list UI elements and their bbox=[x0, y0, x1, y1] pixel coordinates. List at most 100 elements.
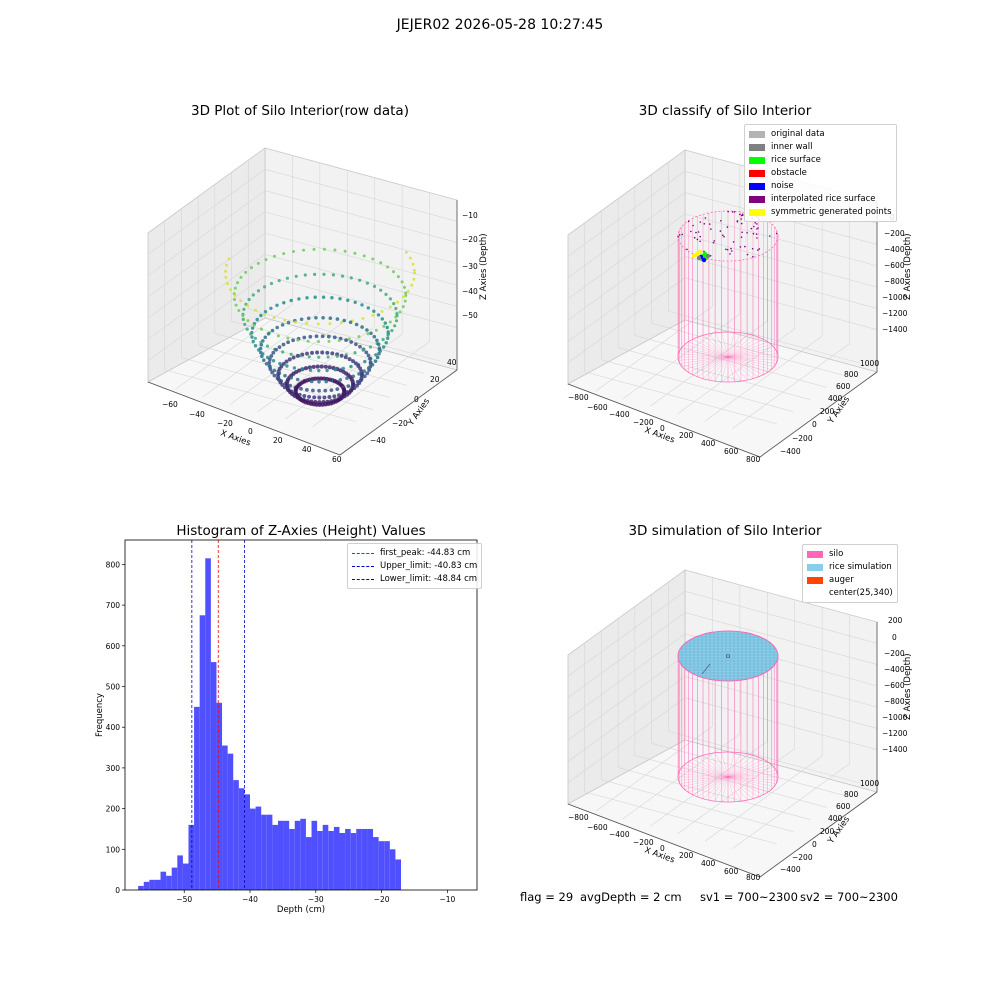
p2-ztick: −200 bbox=[884, 229, 905, 238]
raw-point bbox=[283, 374, 287, 378]
raw-point bbox=[338, 339, 341, 342]
p1-xtick: 0 bbox=[248, 427, 253, 436]
raw-point bbox=[264, 258, 267, 261]
p2-ytick: 0 bbox=[812, 420, 817, 429]
histogram-bar bbox=[300, 819, 306, 890]
raw-point bbox=[379, 261, 382, 264]
raw-point bbox=[260, 343, 264, 347]
p4-xtick: −600 bbox=[587, 823, 608, 832]
legend-swatch bbox=[749, 144, 765, 151]
p4-ztick: −1200 bbox=[882, 729, 908, 738]
raw-point bbox=[302, 249, 305, 252]
raw-point bbox=[286, 277, 289, 280]
interpolated-point bbox=[776, 233, 778, 235]
p2-xtick: 600 bbox=[724, 447, 739, 456]
histogram-bar bbox=[339, 833, 345, 890]
raw-point bbox=[358, 345, 362, 349]
raw-point bbox=[327, 340, 330, 343]
avg-depth-text: avgDepth = 2 cm bbox=[580, 890, 682, 904]
raw-point bbox=[307, 317, 311, 321]
p1-xtick: 60 bbox=[332, 455, 342, 464]
raw-point bbox=[277, 334, 280, 337]
interpolated-point bbox=[699, 241, 701, 243]
legend-item: center(25,340) bbox=[807, 587, 893, 600]
p1-ztick: −30 bbox=[462, 262, 478, 271]
raw-point bbox=[228, 257, 231, 260]
raw-point bbox=[249, 332, 252, 335]
raw-point bbox=[344, 338, 348, 342]
raw-point bbox=[369, 332, 373, 336]
raw-point bbox=[341, 274, 344, 277]
raw-point bbox=[254, 337, 257, 340]
interpolated-point bbox=[677, 236, 679, 238]
raw-point bbox=[412, 263, 415, 266]
classified-point bbox=[698, 250, 702, 254]
raw-point bbox=[304, 273, 307, 276]
legend-label: symmetric generated points bbox=[771, 206, 892, 219]
interpolated-point bbox=[690, 231, 692, 233]
histogram-bar bbox=[351, 833, 357, 890]
p1-ytick: 0 bbox=[414, 395, 419, 404]
p2-ztick: −1200 bbox=[882, 309, 908, 318]
raw-point bbox=[373, 285, 376, 288]
raw-point bbox=[323, 389, 327, 393]
interpolated-point bbox=[769, 235, 771, 237]
raw-point bbox=[273, 255, 276, 258]
interpolated-point bbox=[746, 232, 748, 234]
raw-point bbox=[271, 351, 275, 355]
legend-item: Upper_limit: -40.83 cm bbox=[352, 560, 477, 573]
raw-point bbox=[322, 273, 325, 276]
raw-point bbox=[281, 323, 285, 327]
p2-xtick: −800 bbox=[568, 393, 589, 402]
raw-point bbox=[332, 273, 335, 276]
raw-point bbox=[229, 288, 232, 291]
raw-point bbox=[350, 276, 353, 279]
p1-xtick: −20 bbox=[217, 419, 233, 428]
raw-point bbox=[384, 321, 387, 324]
interpolated-point bbox=[739, 214, 741, 216]
raw-point bbox=[397, 275, 400, 278]
p1-xtick: 40 bbox=[302, 445, 312, 454]
raw-point bbox=[327, 395, 331, 399]
legend-swatch bbox=[749, 131, 765, 138]
interpolated-point bbox=[723, 236, 725, 238]
interpolated-point bbox=[757, 227, 759, 229]
raw-point bbox=[251, 326, 254, 329]
raw-point bbox=[407, 290, 410, 293]
raw-point bbox=[405, 251, 408, 254]
raw-point bbox=[254, 344, 257, 347]
raw-point bbox=[234, 287, 237, 290]
raw-point bbox=[355, 323, 359, 327]
classified-point bbox=[697, 256, 701, 260]
raw-point bbox=[268, 357, 272, 361]
legend-item: Lower_limit: -48.84 cm bbox=[352, 573, 477, 586]
p4-xtick: −200 bbox=[633, 838, 654, 847]
raw-point bbox=[317, 396, 321, 400]
p1-ytick: 40 bbox=[447, 358, 457, 367]
hist-xlabel: Depth (cm) bbox=[277, 905, 325, 915]
raw-point bbox=[239, 299, 242, 302]
raw-point bbox=[312, 248, 315, 251]
interpolated-point bbox=[741, 223, 743, 225]
raw-point bbox=[263, 285, 266, 288]
rice-surface bbox=[678, 631, 778, 681]
raw-point bbox=[354, 301, 357, 304]
raw-point bbox=[312, 395, 316, 399]
interpolated-point bbox=[727, 211, 729, 213]
histogram-bar bbox=[395, 859, 401, 890]
classified-point bbox=[702, 258, 706, 262]
raw-point bbox=[360, 303, 363, 306]
legend-item: auger bbox=[807, 574, 893, 587]
raw-point bbox=[358, 279, 361, 282]
raw-point bbox=[390, 329, 393, 332]
legend-label: Lower_limit: -48.84 cm bbox=[380, 573, 477, 586]
raw-point bbox=[321, 316, 325, 320]
interpolated-point bbox=[686, 249, 688, 251]
raw-point bbox=[392, 270, 395, 273]
histogram-bar bbox=[362, 829, 368, 890]
histogram-bar bbox=[144, 882, 150, 890]
raw-point bbox=[234, 294, 237, 297]
raw-point bbox=[317, 380, 321, 384]
raw-point bbox=[381, 338, 384, 341]
raw-point bbox=[317, 403, 321, 407]
